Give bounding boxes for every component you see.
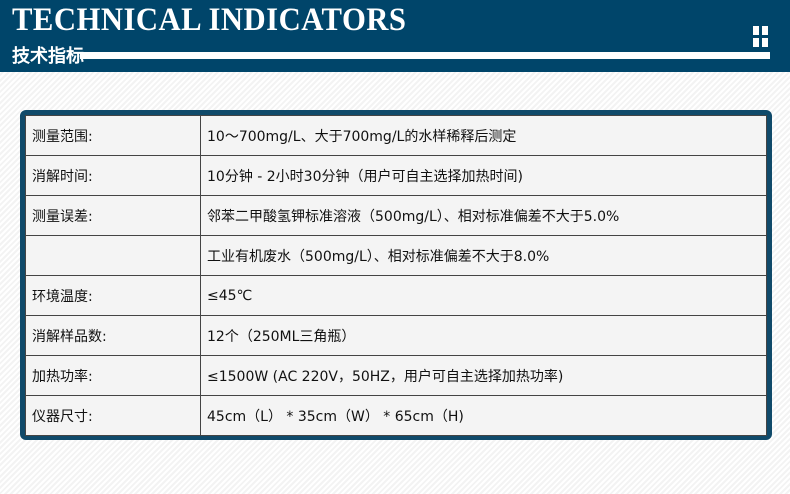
spec-label: 测量误差:	[25, 195, 201, 236]
spec-label: 消解时间:	[25, 155, 201, 196]
table-row: 环境温度: ≤45℃	[25, 275, 767, 316]
spec-value: 12个（250ML三角瓶）	[200, 315, 767, 356]
spec-label: 测量范围:	[25, 115, 201, 156]
table-row: 测量范围: 10～700mg/L、大于700mg/L的水样稀释后测定	[25, 115, 767, 156]
spec-table: 测量范围: 10～700mg/L、大于700mg/L的水样稀释后测定 消解时间: 10…	[25, 115, 767, 436]
spec-label: 仪器尺寸:	[25, 395, 201, 436]
spec-label: 加热功率:	[25, 355, 201, 396]
header-banner: TECHNICAL INDICATORS 技术指标	[0, 0, 790, 72]
spec-table-frame: 测量范围: 10～700mg/L、大于700mg/L的水样稀释后测定 消解时间: 10…	[20, 110, 772, 440]
spec-label: 环境温度:	[25, 275, 201, 316]
table-row: 仪器尺寸: 45cm（L） * 35cm（W） * 65cm（H)	[25, 395, 767, 436]
title-english: TECHNICAL INDICATORS	[12, 2, 407, 38]
spec-value: 45cm（L） * 35cm（W） * 65cm（H)	[200, 395, 767, 436]
table-row: 消解样品数: 12个（250ML三角瓶）	[25, 315, 767, 356]
spec-value: ≤45℃	[200, 275, 767, 316]
table-row: 工业有机废水（500mg/L）、相对标准偏差不大于8.0%	[25, 235, 767, 276]
table-row: 消解时间: 10分钟 - 2小时30分钟（用户可自主选择加热时间)	[25, 155, 767, 196]
spec-value: ≤1500W (AC 220V，50HZ，用户可自主选择加热功率)	[200, 355, 767, 396]
table-row: 测量误差: 邻苯二甲酸氢钾标准溶液（500mg/L）、相对标准偏差不大于5.0%	[25, 195, 767, 236]
spec-value: 邻苯二甲酸氢钾标准溶液（500mg/L）、相对标准偏差不大于5.0%	[200, 195, 767, 236]
grid-icon	[753, 26, 769, 50]
title-chinese: 技术指标	[12, 46, 84, 67]
spec-label: 消解样品数:	[25, 315, 201, 356]
header-rule	[80, 52, 770, 59]
spec-value: 10分钟 - 2小时30分钟（用户可自主选择加热时间)	[200, 155, 767, 196]
spec-value: 10～700mg/L、大于700mg/L的水样稀释后测定	[200, 115, 767, 156]
spec-value: 工业有机废水（500mg/L）、相对标准偏差不大于8.0%	[200, 235, 767, 276]
spec-label	[25, 235, 201, 276]
table-row: 加热功率: ≤1500W (AC 220V，50HZ，用户可自主选择加热功率)	[25, 355, 767, 396]
